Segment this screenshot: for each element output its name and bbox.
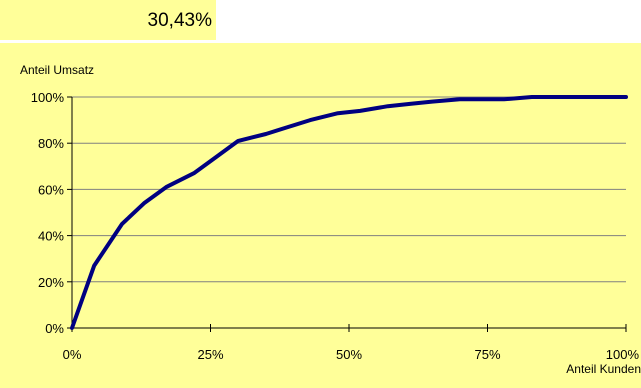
series-line <box>70 95 628 330</box>
x-tick-label: 100% <box>606 347 640 362</box>
result-value: 30,43% <box>147 10 212 31</box>
result-cell[interactable]: 30,43% <box>0 0 216 40</box>
y-tick-label: 80% <box>38 136 64 151</box>
x-tick-label: 25% <box>197 347 223 362</box>
y-axis-label: Anteil Umsatz <box>20 63 94 77</box>
axes <box>67 96 627 332</box>
chart-area: 0% 20% 40% 60% 80% 100% 0% 25% 50% 75% 100% Antei… <box>0 43 641 388</box>
lorenz-curve-chart: 0% 20% 40% 60% 80% 100% 0% 25% 50% 75% 100% Antei… <box>20 63 641 376</box>
y-tick-labels: 0% 20% 40% 60% 80% 100% <box>31 90 65 336</box>
y-tick-label: 0% <box>45 321 64 336</box>
x-axis-label: Anteil Kunden <box>566 362 641 376</box>
gridlines <box>72 96 626 283</box>
x-tick-labels: 0% 25% 50% 75% 100% <box>63 347 640 362</box>
y-tick-label: 100% <box>31 90 65 105</box>
y-tick-label: 60% <box>38 182 64 197</box>
y-tick-label: 40% <box>38 229 64 244</box>
x-tick-label: 0% <box>63 347 82 362</box>
y-tick-label: 20% <box>38 275 64 290</box>
x-tick-label: 75% <box>474 347 500 362</box>
x-tick-label: 50% <box>336 347 362 362</box>
